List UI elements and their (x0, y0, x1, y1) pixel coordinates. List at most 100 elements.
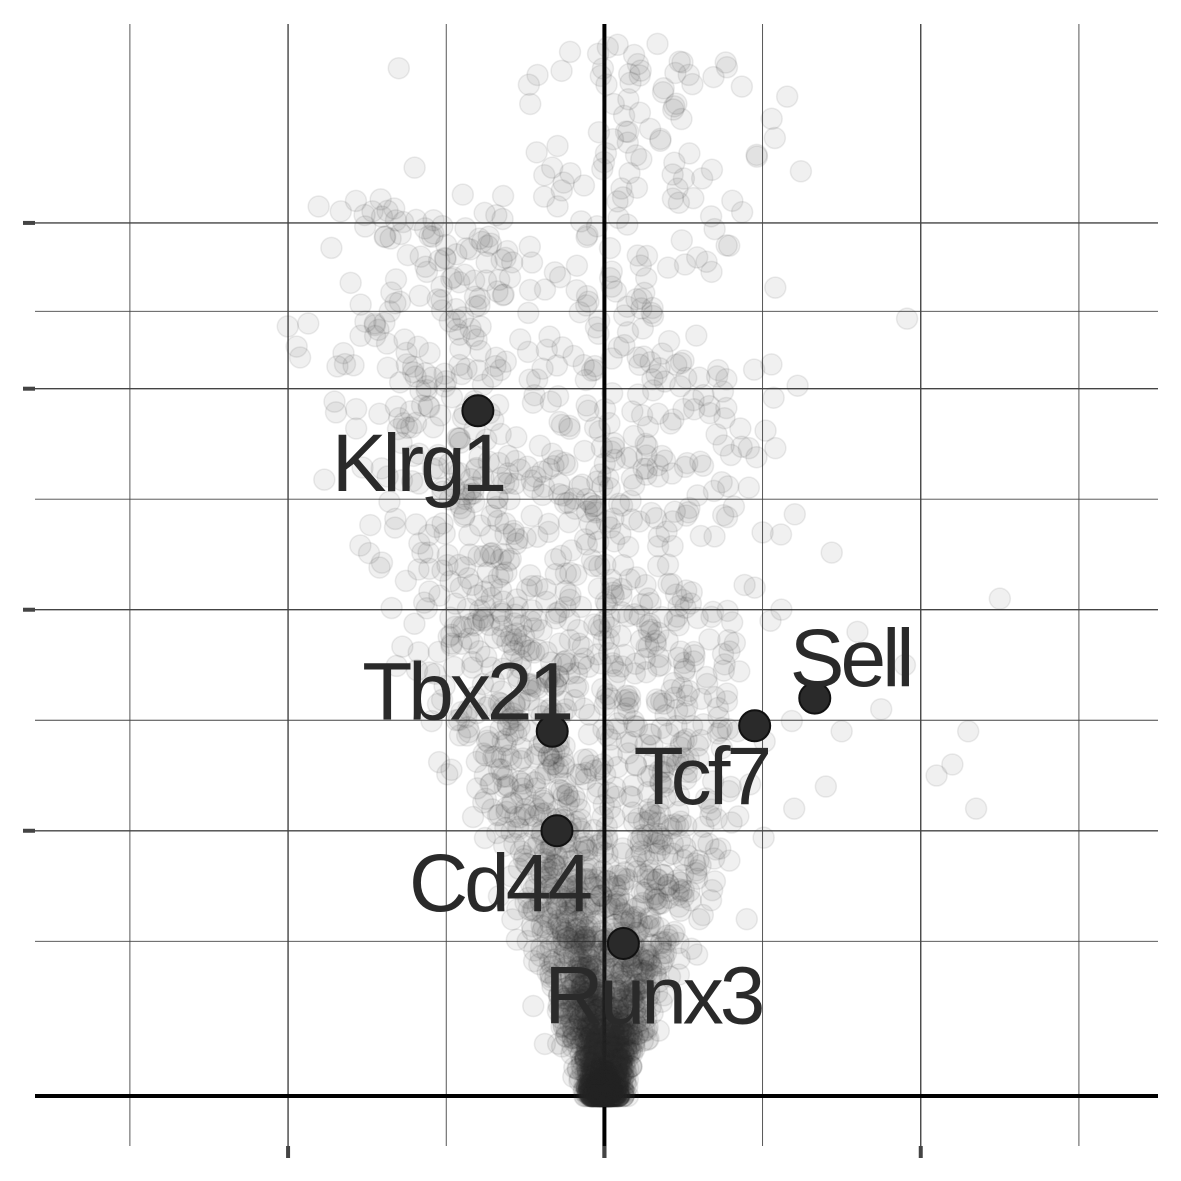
gene-point (417, 394, 440, 418)
gene-point (576, 839, 599, 862)
gene-point (587, 993, 611, 1017)
gene-point (671, 863, 695, 887)
gene-point (579, 1073, 602, 1097)
gene-point (562, 990, 585, 1013)
gene-point (489, 578, 513, 601)
gene-point (349, 324, 372, 348)
gene-point (585, 983, 608, 1006)
gene-point (830, 720, 853, 743)
gene-point (588, 1078, 611, 1101)
gene-point (591, 1084, 614, 1108)
gene-point (555, 955, 579, 978)
gene-point (546, 761, 570, 785)
gene-point (496, 713, 520, 736)
gene-point (611, 1079, 635, 1102)
gene-point (522, 794, 546, 817)
gene-point (506, 527, 529, 551)
gene-point (584, 998, 608, 1022)
gene-point (517, 688, 541, 712)
gene-point (367, 318, 390, 342)
gene-point (576, 956, 599, 980)
gene-point (597, 1084, 620, 1108)
gene-point (455, 357, 478, 381)
gene-point (586, 1002, 609, 1025)
gene-point (602, 530, 626, 553)
gene-point (522, 939, 546, 962)
gene-point (668, 50, 691, 73)
gene-point (430, 275, 453, 298)
gene-point (556, 843, 579, 867)
gene-point (544, 966, 567, 990)
gene-point (597, 1084, 621, 1108)
gene-point (587, 875, 611, 899)
gene-point (586, 1045, 609, 1068)
gene-point (592, 1042, 615, 1065)
gene-point (359, 513, 382, 537)
gene-point (489, 422, 512, 446)
gene-point (568, 989, 592, 1012)
gene-point (621, 1024, 644, 1048)
gene-point (468, 640, 491, 663)
gene-point (388, 290, 412, 313)
gene-point (596, 1030, 619, 1053)
gene-point (579, 1084, 603, 1108)
gene-point (595, 1084, 618, 1108)
gene-point (506, 815, 530, 839)
gene-point (486, 804, 510, 827)
gene-point (586, 1083, 609, 1107)
gene-point (542, 853, 566, 876)
gene-point (589, 1060, 612, 1083)
gene-point (617, 62, 641, 86)
gene-point (606, 190, 629, 213)
gene-point (590, 1084, 614, 1108)
gene-point (570, 1054, 593, 1077)
gene-point (576, 1073, 600, 1096)
gene-point (527, 798, 551, 822)
gene-point (789, 160, 813, 183)
gene-point (598, 1084, 622, 1108)
gene-point (581, 1051, 604, 1074)
gene-point (607, 336, 630, 359)
gene-point (573, 1017, 596, 1040)
gene-point (568, 475, 591, 498)
gene-point (402, 444, 425, 468)
gene-point (526, 742, 549, 766)
gene-point (591, 1074, 615, 1098)
gene-point (573, 528, 597, 551)
gene-point (506, 596, 530, 619)
gene-point (540, 969, 563, 992)
gene-point (593, 1067, 616, 1091)
gene-point (568, 1007, 592, 1031)
gene-point (583, 354, 607, 378)
gene-point (601, 1006, 625, 1030)
gene-point (764, 276, 787, 299)
gene-point (590, 1066, 613, 1089)
gene-point (584, 1065, 607, 1088)
gene-point (572, 979, 595, 1003)
gene-point (513, 635, 536, 658)
gene-point (646, 32, 669, 56)
gene-point (588, 1023, 611, 1047)
gene-point (461, 482, 485, 505)
gene-point (603, 1073, 627, 1097)
gene-point (590, 1051, 613, 1075)
gene-point (410, 394, 434, 417)
gene-point (584, 1061, 607, 1084)
gene-point (552, 784, 575, 808)
gene-point (498, 266, 522, 289)
gene-point (324, 401, 348, 424)
gene-point (571, 965, 595, 988)
gene-point (591, 157, 614, 181)
gene-point (604, 876, 628, 900)
gene-point (487, 451, 511, 475)
gene-point (547, 983, 571, 1007)
gene-point (582, 1084, 605, 1108)
gene-point (494, 350, 518, 373)
gene-point (589, 1084, 612, 1108)
gene-point (495, 765, 518, 788)
gene-point (598, 1022, 621, 1045)
gene-point (500, 633, 524, 656)
gene-point (390, 431, 413, 455)
gene-point (596, 1084, 620, 1108)
gene-point (632, 862, 656, 886)
